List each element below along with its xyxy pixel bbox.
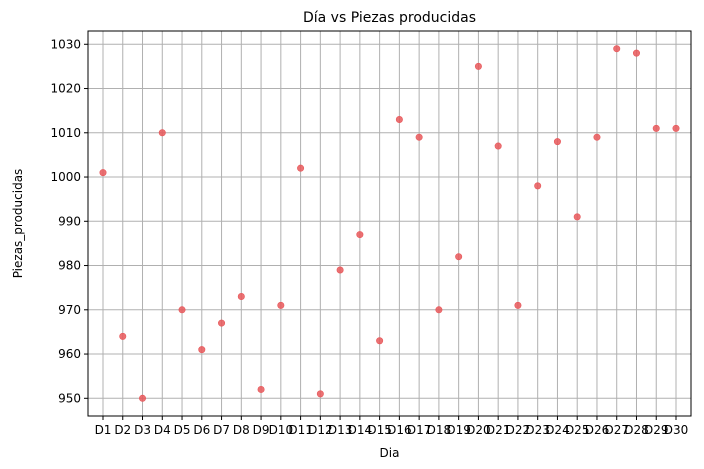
data-point-d22 bbox=[514, 301, 522, 309]
x-tick-label: D27 bbox=[604, 423, 629, 437]
y-axis-label: Piezas_producidas bbox=[11, 169, 25, 279]
data-point-d21 bbox=[494, 142, 502, 150]
data-point-d6 bbox=[198, 346, 206, 354]
x-tick-label: D3 bbox=[134, 423, 151, 437]
data-point-d27 bbox=[613, 45, 621, 53]
x-tick-label: D15 bbox=[367, 423, 392, 437]
ticks-layer: D1 D2 D3 D4 D5 D6 D7 D8 D9 D10D11D12D13D14D15D16D… bbox=[50, 37, 688, 437]
data-point-d23 bbox=[534, 182, 542, 190]
data-point-d13 bbox=[336, 266, 344, 274]
x-tick-label: D8 bbox=[233, 423, 250, 437]
data-point-d26 bbox=[593, 133, 601, 141]
data-point-d10 bbox=[277, 301, 285, 309]
data-point-d18 bbox=[435, 306, 443, 314]
x-tick-label: D29 bbox=[644, 423, 669, 437]
x-tick-label: D20 bbox=[466, 423, 491, 437]
y-tick-label: 1010 bbox=[50, 126, 81, 140]
x-tick-label: D14 bbox=[348, 423, 373, 437]
y-tick-label: 970 bbox=[58, 303, 81, 317]
x-tick-label: D28 bbox=[624, 423, 649, 437]
x-tick-label: D5 bbox=[174, 423, 191, 437]
data-point-d8 bbox=[237, 293, 245, 301]
data-point-d11 bbox=[297, 164, 305, 172]
data-point-d12 bbox=[316, 390, 324, 398]
data-point-d14 bbox=[356, 231, 364, 239]
x-tick-label: D11 bbox=[288, 423, 313, 437]
x-tick-label: D24 bbox=[545, 423, 570, 437]
x-tick-label: D22 bbox=[506, 423, 531, 437]
data-point-d5 bbox=[178, 306, 186, 314]
data-point-d3 bbox=[139, 394, 147, 402]
x-tick-label: D1 bbox=[95, 423, 112, 437]
x-tick-label: D30 bbox=[664, 423, 689, 437]
plot-frame bbox=[87, 30, 692, 417]
y-tick-label: 1030 bbox=[50, 37, 81, 51]
chart-title: Día vs Piezas producidas bbox=[303, 10, 476, 26]
grid-layer bbox=[88, 31, 691, 416]
x-tick-label: D25 bbox=[565, 423, 590, 437]
data-point-d4 bbox=[158, 129, 166, 137]
x-tick-label: D13 bbox=[328, 423, 353, 437]
data-point-d25 bbox=[573, 213, 581, 221]
data-point-d20 bbox=[474, 62, 482, 70]
points-layer bbox=[99, 45, 680, 402]
data-point-d28 bbox=[632, 49, 640, 57]
data-point-d24 bbox=[553, 138, 561, 146]
y-tick-label: 1020 bbox=[50, 82, 81, 96]
data-point-d9 bbox=[257, 385, 265, 393]
x-tick-label: D21 bbox=[486, 423, 511, 437]
x-tick-label: D16 bbox=[387, 423, 412, 437]
x-tick-label: D10 bbox=[269, 423, 294, 437]
data-point-d19 bbox=[455, 253, 463, 261]
y-tick-label: 1000 bbox=[50, 170, 81, 184]
x-tick-label: D19 bbox=[446, 423, 471, 437]
x-axis-label: Dia bbox=[380, 446, 400, 460]
x-tick-label: D18 bbox=[427, 423, 452, 437]
x-tick-label: D12 bbox=[308, 423, 333, 437]
x-tick-label: D2 bbox=[114, 423, 131, 437]
x-tick-label: D17 bbox=[407, 423, 432, 437]
x-tick-label: D23 bbox=[525, 423, 550, 437]
x-tick-label: D6 bbox=[193, 423, 210, 437]
y-tick-label: 980 bbox=[58, 259, 81, 273]
data-point-d17 bbox=[415, 133, 423, 141]
y-tick-label: 950 bbox=[58, 391, 81, 405]
data-point-d1 bbox=[99, 169, 107, 177]
x-tick-label: D26 bbox=[585, 423, 610, 437]
y-tick-label: 960 bbox=[58, 347, 81, 361]
data-point-d7 bbox=[218, 319, 226, 327]
data-point-d2 bbox=[119, 332, 127, 340]
x-tick-label: D9 bbox=[253, 423, 270, 437]
y-tick-label: 990 bbox=[58, 214, 81, 228]
data-point-d30 bbox=[672, 124, 680, 132]
data-point-d16 bbox=[395, 116, 403, 124]
x-tick-label: D7 bbox=[213, 423, 230, 437]
data-point-d15 bbox=[376, 337, 384, 345]
data-point-d29 bbox=[652, 124, 660, 132]
x-tick-label: D4 bbox=[154, 423, 171, 437]
